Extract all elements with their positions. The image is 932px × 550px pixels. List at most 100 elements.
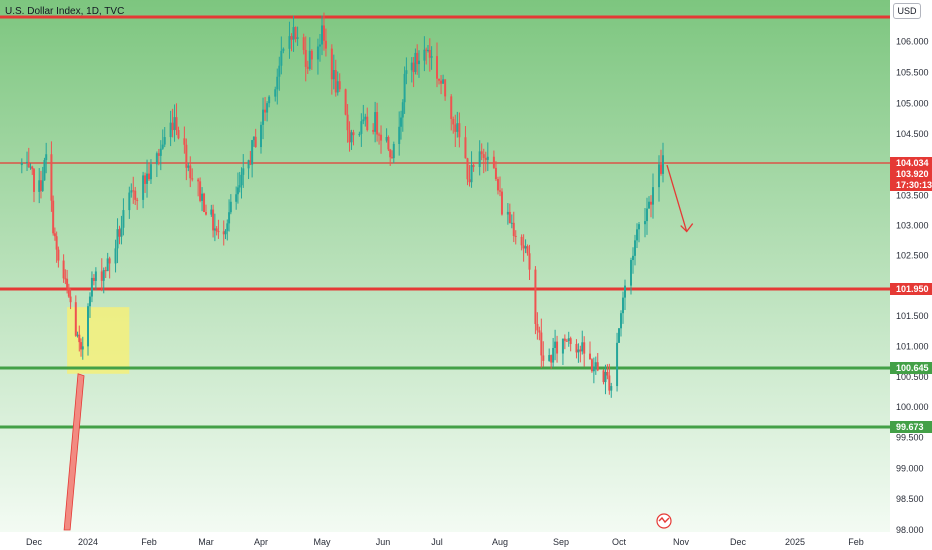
- candle-body: [217, 231, 220, 233]
- candle-body: [428, 49, 431, 58]
- candle-2024-05-03: [324, 28, 327, 57]
- candle-body: [579, 349, 582, 352]
- candle-body: [592, 367, 595, 372]
- candle-2024-08-15: [526, 244, 529, 256]
- candle-body: [414, 52, 417, 72]
- candle-body: [148, 173, 150, 180]
- currency-button[interactable]: USD: [893, 3, 921, 19]
- candle-2024-06-03: [385, 128, 388, 143]
- candle-2024-04-02: [262, 97, 265, 140]
- candle-2024-08-30: [556, 335, 559, 363]
- candle-2024-05-27: [372, 123, 375, 135]
- candle-2024-03-08: [217, 219, 220, 239]
- candle-2024-05-30: [378, 132, 381, 145]
- candle-2024-10-15: [646, 197, 648, 235]
- candle-body: [66, 278, 69, 288]
- candle-body: [524, 246, 527, 249]
- candle-2024-03-15: [229, 194, 232, 215]
- candle-2024-07-11: [456, 111, 459, 138]
- candle-body: [27, 161, 30, 167]
- candle-body: [108, 258, 111, 264]
- candle-body: [401, 102, 404, 118]
- candle-2024-10-22: [660, 149, 662, 176]
- long-arrow: [63, 373, 85, 531]
- candle-body: [322, 25, 325, 41]
- candle-body: [185, 144, 188, 168]
- candle-2023-12-26: [76, 331, 79, 338]
- candle-2024-05-14: [346, 104, 349, 143]
- candle-2024-04-30: [318, 33, 321, 62]
- candle-2024-04-25: [308, 37, 311, 71]
- candle-2024-02-22: [189, 156, 192, 188]
- candle-2024-07-25: [484, 151, 487, 172]
- candle-2024-07-17: [468, 164, 471, 187]
- candle-body: [332, 70, 335, 80]
- price-tag-3: 100.645: [890, 362, 932, 374]
- candle-body: [492, 156, 495, 168]
- candle-body: [387, 136, 390, 150]
- candle-body: [254, 136, 257, 148]
- candle-body: [52, 200, 55, 234]
- candle-body: [205, 212, 207, 215]
- candle-2024-06-13: [403, 66, 406, 114]
- candle-body: [376, 112, 379, 135]
- candle-2024-09-30: [616, 332, 619, 392]
- candle-body: [310, 50, 313, 60]
- candle-2024-07-04: [442, 74, 445, 84]
- candle-2024-07-19: [472, 162, 475, 172]
- candle-2023-11-28: [27, 147, 30, 169]
- candle-body: [235, 194, 238, 202]
- candle-2024-04-16: [290, 33, 293, 52]
- y-tick-label: 99.000: [896, 463, 924, 473]
- candle-2024-03-01: [205, 204, 207, 216]
- candle-body: [464, 137, 467, 159]
- candle-2024-07-18: [470, 151, 473, 188]
- candle-2023-11-30: [31, 165, 34, 175]
- candle-2024-07-30: [494, 161, 497, 181]
- candle-body: [210, 209, 213, 215]
- candle-body: [26, 161, 29, 164]
- candle-2024-07-31: [496, 176, 499, 195]
- candle-2024-05-15: [348, 121, 351, 152]
- candle-2024-08-16: [528, 244, 531, 280]
- candle-2024-06-12: [401, 99, 404, 132]
- candle-2024-07-23: [480, 143, 483, 161]
- candle-body: [540, 332, 543, 356]
- y-tick-label: 103.500: [896, 190, 929, 200]
- candle-body: [128, 192, 131, 211]
- candle-2024-09-19: [594, 356, 597, 375]
- candle-2024-06-07: [392, 141, 395, 164]
- candle-2024-02-29: [203, 192, 206, 213]
- candle-2024-03-20: [238, 171, 241, 193]
- candle-body: [100, 271, 103, 281]
- candle-body: [290, 36, 293, 40]
- candle-2024-03-13: [226, 219, 229, 241]
- candle-2024-05-20: [358, 131, 361, 137]
- candle-body: [389, 149, 392, 158]
- candle-2024-09-09: [575, 339, 578, 359]
- candle-body: [324, 40, 327, 49]
- candle-2024-02-26: [197, 177, 200, 197]
- candle-2023-12-27: [78, 325, 81, 352]
- candle-body: [302, 37, 305, 50]
- candle-2024-09-20: [596, 353, 599, 372]
- candle-body: [534, 269, 537, 324]
- candle-2024-06-06: [391, 150, 393, 159]
- candle-body: [344, 89, 347, 115]
- candle-body: [20, 163, 23, 166]
- candle-body: [240, 174, 243, 186]
- candle-2024-01-15: [114, 239, 117, 273]
- candle-body: [362, 119, 365, 122]
- candle-body: [350, 132, 353, 143]
- candle-body: [249, 160, 252, 165]
- candle-body: [102, 270, 105, 281]
- candle-2023-12-11: [50, 141, 53, 212]
- candle-2024-05-28: [374, 101, 377, 143]
- candle-2024-10-14: [644, 207, 646, 238]
- candle-body: [604, 372, 607, 383]
- candle-2024-05-16: [350, 129, 353, 150]
- candle-2024-07-01: [436, 42, 438, 88]
- candle-body: [120, 227, 123, 237]
- candle-2024-07-05: [444, 79, 447, 101]
